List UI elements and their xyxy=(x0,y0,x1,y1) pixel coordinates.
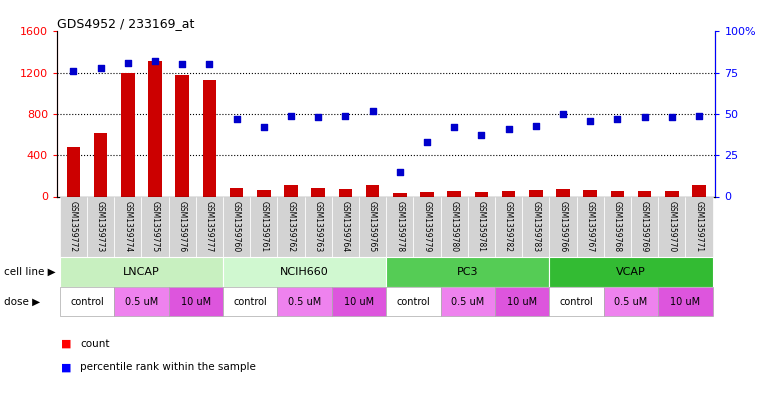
Text: 0.5 uM: 0.5 uM xyxy=(125,297,158,307)
Text: control: control xyxy=(70,297,103,307)
Bar xyxy=(94,132,107,196)
Text: ■: ■ xyxy=(61,339,72,349)
Text: control: control xyxy=(396,297,430,307)
Bar xyxy=(175,75,189,196)
Text: count: count xyxy=(80,339,110,349)
Bar xyxy=(339,189,352,196)
Point xyxy=(312,114,324,120)
Bar xyxy=(638,191,651,196)
Bar xyxy=(420,192,434,196)
Point xyxy=(231,116,243,122)
Bar xyxy=(556,189,570,196)
Bar xyxy=(311,188,325,196)
Text: VCAP: VCAP xyxy=(616,267,646,277)
Text: GSM1359769: GSM1359769 xyxy=(640,201,649,253)
Text: GSM1359765: GSM1359765 xyxy=(368,201,377,253)
Text: GSM1359781: GSM1359781 xyxy=(477,202,486,252)
Text: GSM1359774: GSM1359774 xyxy=(123,201,132,253)
Text: 0.5 uM: 0.5 uM xyxy=(614,297,648,307)
Text: control: control xyxy=(234,297,267,307)
Text: GSM1359778: GSM1359778 xyxy=(395,201,404,253)
Text: GDS4952 / 233169_at: GDS4952 / 233169_at xyxy=(57,17,195,30)
Text: GSM1359771: GSM1359771 xyxy=(695,201,703,253)
Point xyxy=(176,61,188,68)
Point xyxy=(611,116,623,122)
Bar xyxy=(475,192,489,196)
Bar xyxy=(665,191,679,196)
Text: GSM1359775: GSM1359775 xyxy=(151,201,160,253)
Bar xyxy=(366,185,380,196)
Text: PC3: PC3 xyxy=(457,267,479,277)
Text: GSM1359762: GSM1359762 xyxy=(286,201,295,253)
Bar xyxy=(202,80,216,196)
Text: GSM1359761: GSM1359761 xyxy=(260,201,269,253)
Text: 10 uM: 10 uM xyxy=(670,297,700,307)
Point xyxy=(258,124,270,130)
Text: GSM1359783: GSM1359783 xyxy=(531,201,540,253)
Bar xyxy=(529,190,543,196)
Text: GSM1359764: GSM1359764 xyxy=(341,201,350,253)
Bar xyxy=(230,188,244,196)
Bar xyxy=(393,193,406,196)
Text: 0.5 uM: 0.5 uM xyxy=(288,297,321,307)
Text: 10 uM: 10 uM xyxy=(181,297,211,307)
Point xyxy=(94,64,107,71)
Text: percentile rank within the sample: percentile rank within the sample xyxy=(80,362,256,373)
Text: GSM1359773: GSM1359773 xyxy=(96,201,105,253)
Bar xyxy=(447,191,461,196)
Text: ■: ■ xyxy=(61,362,72,373)
Point xyxy=(448,124,460,130)
Point xyxy=(476,132,488,139)
Text: LNCAP: LNCAP xyxy=(123,267,160,277)
Text: NCIH660: NCIH660 xyxy=(280,267,329,277)
Text: GSM1359767: GSM1359767 xyxy=(586,201,594,253)
Text: cell line ▶: cell line ▶ xyxy=(4,267,56,277)
Bar xyxy=(284,185,298,196)
Text: GSM1359779: GSM1359779 xyxy=(422,201,431,253)
Text: 10 uM: 10 uM xyxy=(344,297,374,307)
Bar xyxy=(121,73,135,196)
Point xyxy=(122,60,134,66)
Text: 10 uM: 10 uM xyxy=(507,297,537,307)
Point xyxy=(67,68,79,74)
Bar xyxy=(67,147,80,196)
Text: 0.5 uM: 0.5 uM xyxy=(451,297,485,307)
Text: GSM1359776: GSM1359776 xyxy=(178,201,186,253)
Bar xyxy=(257,190,271,196)
Text: GSM1359763: GSM1359763 xyxy=(314,201,323,253)
Text: GSM1359782: GSM1359782 xyxy=(504,202,513,252)
Bar xyxy=(584,190,597,196)
Point xyxy=(557,111,569,117)
Text: GSM1359760: GSM1359760 xyxy=(232,201,241,253)
Point xyxy=(666,114,678,120)
Point xyxy=(584,118,597,124)
Point xyxy=(285,112,297,119)
Text: GSM1359766: GSM1359766 xyxy=(559,201,568,253)
Bar xyxy=(610,191,624,196)
Bar xyxy=(148,61,162,196)
Text: GSM1359780: GSM1359780 xyxy=(450,201,459,253)
Text: control: control xyxy=(560,297,594,307)
Point xyxy=(421,139,433,145)
Bar xyxy=(501,191,515,196)
Text: GSM1359768: GSM1359768 xyxy=(613,201,622,253)
Text: GSM1359770: GSM1359770 xyxy=(667,201,677,253)
Text: GSM1359772: GSM1359772 xyxy=(69,201,78,253)
Point xyxy=(693,112,705,119)
Point xyxy=(149,58,161,64)
Bar xyxy=(693,185,705,196)
Point xyxy=(203,61,215,68)
Point xyxy=(530,122,542,129)
Point xyxy=(339,112,352,119)
Point xyxy=(638,114,651,120)
Text: dose ▶: dose ▶ xyxy=(4,297,40,307)
Point xyxy=(393,169,406,175)
Point xyxy=(367,108,379,114)
Text: GSM1359777: GSM1359777 xyxy=(205,201,214,253)
Point xyxy=(502,126,514,132)
